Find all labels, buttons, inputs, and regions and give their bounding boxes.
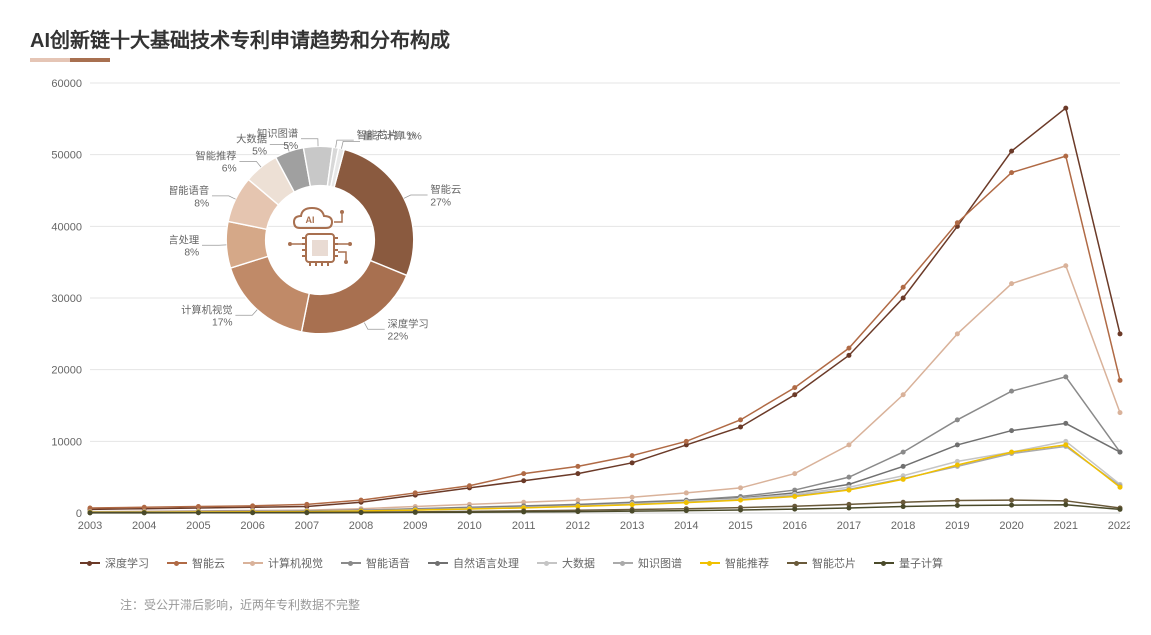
legend-item: 智能芯片 xyxy=(787,555,856,571)
legend-label: 知识图谱 xyxy=(638,555,682,571)
svg-text:智能语音: 智能语音 xyxy=(170,184,209,197)
svg-text:22%: 22% xyxy=(388,332,409,343)
svg-text:6%: 6% xyxy=(222,164,237,175)
legend: 深度学习 智能云 计算机视觉 智能语音 自然语言处理 大数据 知识图谱 智能推荐 智能芯片 量子计… xyxy=(80,555,1120,571)
series-line xyxy=(90,377,1120,512)
legend-item: 深度学习 xyxy=(80,555,149,571)
legend-label: 智能云 xyxy=(192,555,225,571)
legend-item: 量子计算 xyxy=(874,555,943,571)
series-line xyxy=(90,441,1120,512)
svg-text:2004: 2004 xyxy=(132,520,156,532)
svg-text:智能云: 智能云 xyxy=(430,183,461,196)
svg-text:2022: 2022 xyxy=(1108,520,1130,532)
svg-text:2017: 2017 xyxy=(837,520,861,532)
svg-text:2003: 2003 xyxy=(78,520,102,532)
svg-text:2006: 2006 xyxy=(240,520,264,532)
legend-item: 计算机视觉 xyxy=(243,555,323,571)
svg-text:2021: 2021 xyxy=(1054,520,1078,532)
legend-label: 大数据 xyxy=(562,555,595,571)
svg-text:2016: 2016 xyxy=(782,520,806,532)
legend-label: 量子计算 xyxy=(899,555,943,571)
svg-text:2011: 2011 xyxy=(512,520,536,532)
legend-item: 智能推荐 xyxy=(700,555,769,571)
svg-text:2005: 2005 xyxy=(186,520,210,532)
svg-text:2008: 2008 xyxy=(349,520,373,532)
legend-label: 计算机视觉 xyxy=(268,555,323,571)
svg-text:17%: 17% xyxy=(212,318,233,329)
svg-text:2012: 2012 xyxy=(566,520,590,532)
svg-text:自然语言处理: 自然语言处理 xyxy=(170,233,199,246)
legend-item: 智能语音 xyxy=(341,555,410,571)
svg-text:深度学习: 深度学习 xyxy=(388,317,429,330)
legend-label: 智能推荐 xyxy=(725,555,769,571)
legend-label: 自然语言处理 xyxy=(453,555,519,571)
svg-text:2010: 2010 xyxy=(457,520,481,532)
svg-text:知识图谱: 知识图谱 xyxy=(257,127,298,140)
svg-text:10000: 10000 xyxy=(51,436,82,448)
svg-text:2007: 2007 xyxy=(295,520,319,532)
svg-text:5%: 5% xyxy=(283,141,298,152)
svg-text:0: 0 xyxy=(76,508,82,520)
svg-text:60000: 60000 xyxy=(51,78,82,90)
svg-text:2018: 2018 xyxy=(891,520,915,532)
series-line xyxy=(90,446,1120,512)
svg-text:2015: 2015 xyxy=(728,520,752,532)
svg-text:27%: 27% xyxy=(430,197,451,208)
svg-text:计算机视觉: 计算机视觉 xyxy=(181,303,232,316)
svg-text:AI: AI xyxy=(306,215,315,225)
svg-text:2020: 2020 xyxy=(999,520,1023,532)
svg-text:2009: 2009 xyxy=(403,520,427,532)
footnote: 注：受公开滞后影响，近两年专利数据不完整 xyxy=(120,596,360,613)
title-underline xyxy=(30,58,110,62)
svg-text:8%: 8% xyxy=(184,248,199,259)
legend-item: 知识图谱 xyxy=(613,555,682,571)
svg-text:40000: 40000 xyxy=(51,221,82,233)
svg-text:5%: 5% xyxy=(252,147,267,158)
legend-label: 深度学习 xyxy=(105,555,149,571)
series-line xyxy=(90,445,1120,513)
svg-text:2013: 2013 xyxy=(620,520,644,532)
ai-icon: AI xyxy=(280,200,360,280)
svg-text:智能推荐: 智能推荐 xyxy=(195,149,236,162)
svg-text:50000: 50000 xyxy=(51,150,82,162)
svg-text:量子计算 1%: 量子计算 1% xyxy=(363,130,422,143)
legend-item: 智能云 xyxy=(167,555,225,571)
legend-label: 智能芯片 xyxy=(812,555,856,571)
chart-title: AI创新链十大基础技术专利申请趋势和分布构成 xyxy=(30,24,450,53)
legend-item: 大数据 xyxy=(537,555,595,571)
svg-text:8%: 8% xyxy=(194,198,209,209)
svg-text:20000: 20000 xyxy=(51,365,82,377)
legend-label: 智能语音 xyxy=(366,555,410,571)
svg-text:2014: 2014 xyxy=(674,520,698,532)
svg-text:2019: 2019 xyxy=(945,520,969,532)
legend-item: 自然语言处理 xyxy=(428,555,519,571)
svg-text:30000: 30000 xyxy=(51,293,82,305)
